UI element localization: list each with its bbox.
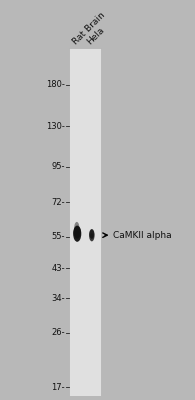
Ellipse shape <box>75 232 80 239</box>
Ellipse shape <box>90 233 94 239</box>
Ellipse shape <box>73 226 81 242</box>
Text: 95-: 95- <box>52 162 65 171</box>
Ellipse shape <box>89 229 95 241</box>
Text: 55-: 55- <box>52 232 65 241</box>
Text: 43-: 43- <box>52 264 65 273</box>
Text: 34-: 34- <box>52 294 65 303</box>
Text: 26-: 26- <box>52 328 65 337</box>
Ellipse shape <box>90 230 94 239</box>
Text: 130-: 130- <box>46 122 65 131</box>
Text: Rat Brain: Rat Brain <box>71 11 107 46</box>
Ellipse shape <box>74 222 79 234</box>
Ellipse shape <box>74 226 81 238</box>
Text: CaMKII alpha: CaMKII alpha <box>113 231 172 240</box>
Text: 72-: 72- <box>52 198 65 207</box>
Bar <box>69 48 101 396</box>
Text: 180-: 180- <box>46 80 65 89</box>
Text: 17-: 17- <box>52 382 65 392</box>
Text: Hela: Hela <box>85 26 106 46</box>
